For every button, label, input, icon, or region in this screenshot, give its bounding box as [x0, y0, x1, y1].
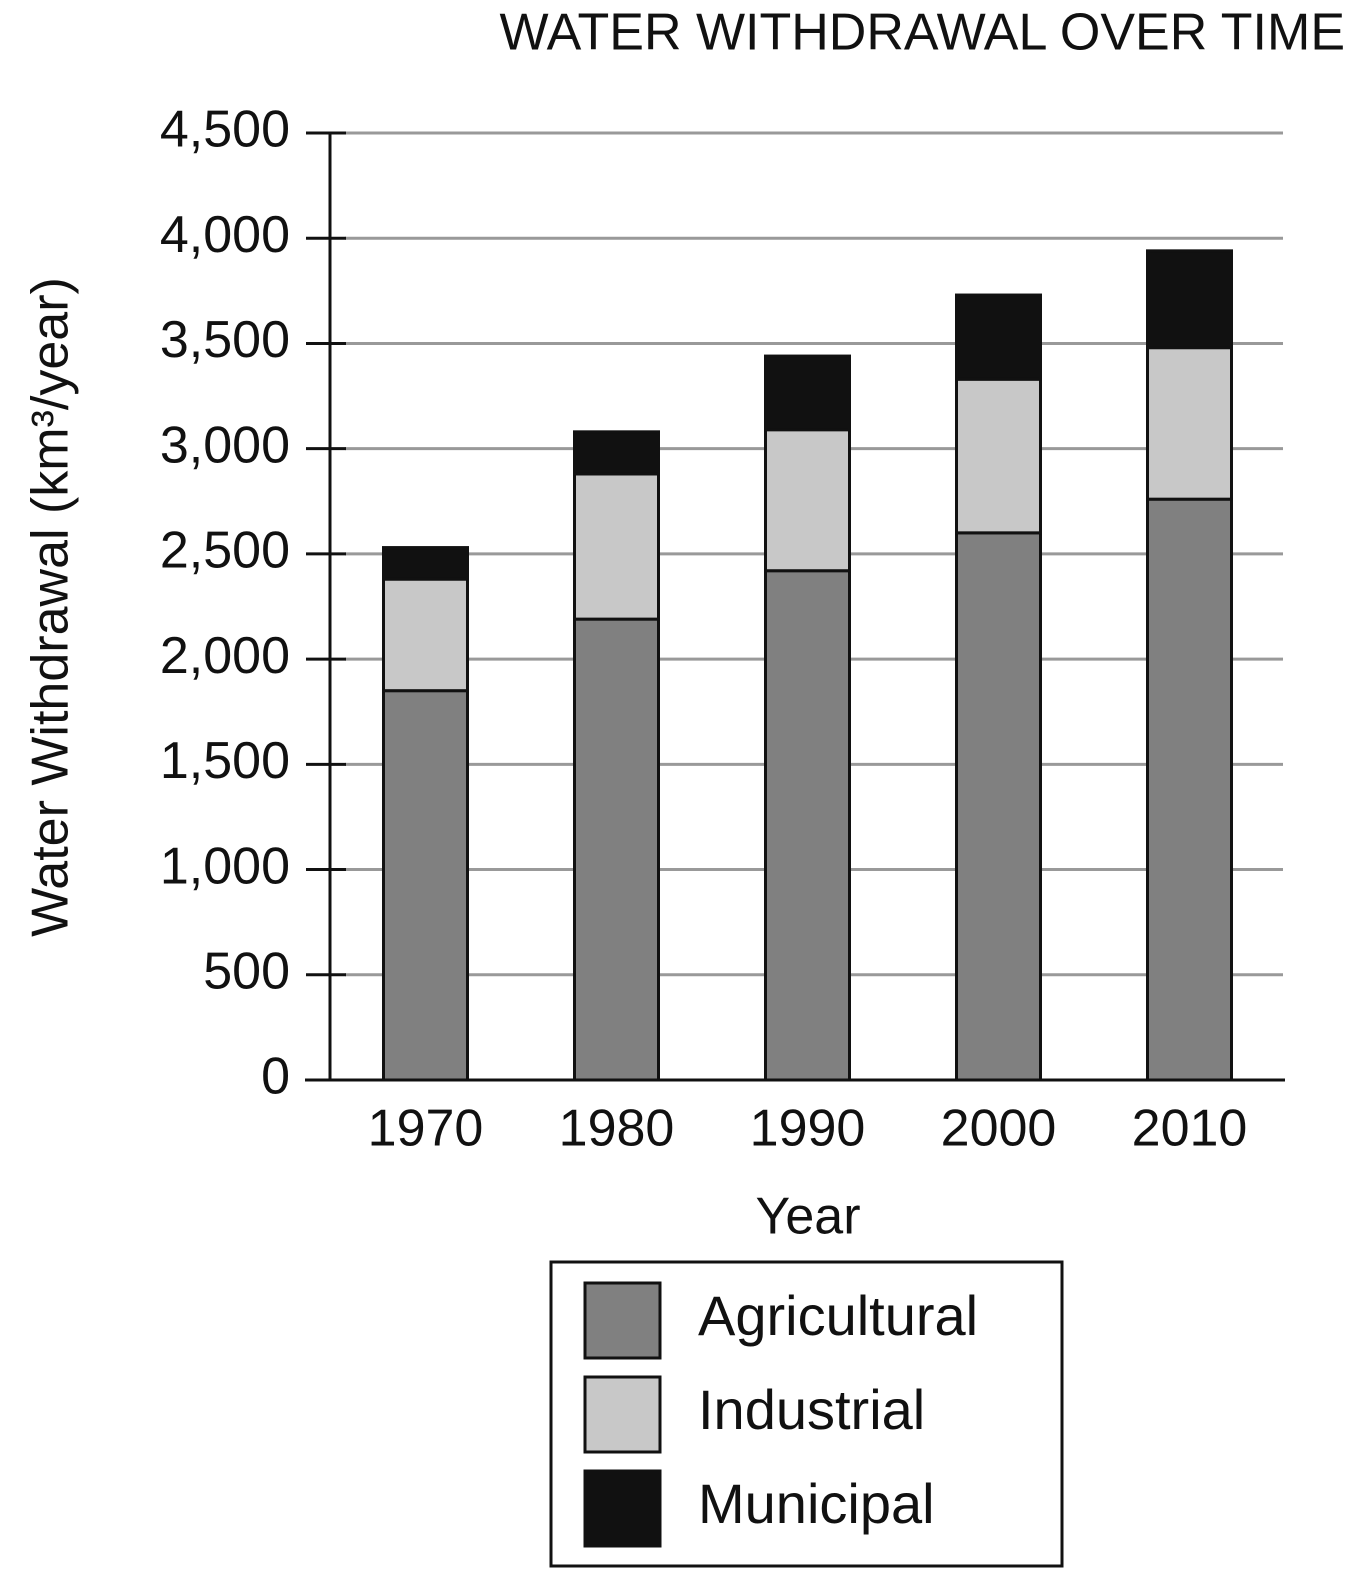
x-tick-label: 1980	[559, 1100, 675, 1158]
bar-segment	[764, 354, 851, 432]
y-tick-label: 1,000	[160, 837, 290, 895]
legend-label: Municipal	[698, 1472, 935, 1535]
bar-segment	[573, 430, 660, 476]
legend-swatch	[583, 1469, 662, 1548]
x-axis-label: Year	[755, 1188, 860, 1246]
bar-segment	[1146, 346, 1233, 501]
legend-swatch	[583, 1375, 662, 1454]
y-tick-label: 2,000	[160, 627, 290, 685]
chart-title: WATER WITHDRAWAL OVER TIME	[500, 4, 1345, 62]
bar-segment	[764, 428, 851, 573]
bar-segment	[1146, 249, 1233, 350]
x-tick-label: 2000	[941, 1100, 1057, 1158]
bar-segment	[955, 377, 1042, 535]
bar-segment	[955, 293, 1042, 381]
bar-segment	[382, 577, 469, 693]
y-tick-label: 2,500	[160, 522, 290, 580]
bar-segment	[764, 569, 851, 1082]
bar-segment	[573, 617, 660, 1082]
bar-segment	[573, 472, 660, 621]
legend-label: Agricultural	[698, 1284, 978, 1347]
legend-label: Industrial	[698, 1378, 925, 1441]
bar-segment	[955, 531, 1042, 1082]
y-axis-label: Water Withdrawal (km³/year)	[22, 277, 80, 937]
x-tick-label: 2010	[1132, 1100, 1248, 1158]
bar-segment	[382, 546, 469, 581]
y-tick-label: 4,000	[160, 206, 290, 264]
bar-segment	[382, 689, 469, 1082]
y-tick-label: 4,500	[160, 101, 290, 159]
legend-swatch	[583, 1281, 662, 1360]
y-tick-label: 0	[261, 1048, 290, 1106]
y-tick-label: 1,500	[160, 732, 290, 790]
y-tick-label: 500	[203, 943, 290, 1001]
x-tick-label: 1970	[368, 1100, 484, 1158]
y-tick-label: 3,500	[160, 311, 290, 369]
x-tick-label: 1990	[750, 1100, 866, 1158]
bar-segment	[1146, 497, 1233, 1082]
y-tick-label: 3,000	[160, 416, 290, 474]
